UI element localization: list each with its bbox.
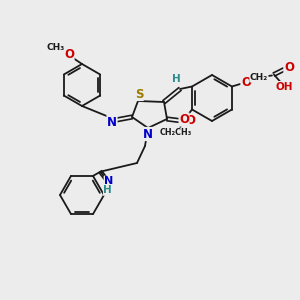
Text: N: N bbox=[107, 116, 117, 128]
Text: O: O bbox=[64, 49, 74, 62]
Text: H: H bbox=[103, 185, 112, 195]
Text: H: H bbox=[172, 74, 180, 84]
Text: CH₃: CH₃ bbox=[47, 44, 65, 52]
Text: CH₂CH₃: CH₂CH₃ bbox=[160, 128, 192, 137]
Text: O: O bbox=[179, 113, 189, 126]
Text: CH₂: CH₂ bbox=[250, 73, 268, 82]
Text: methoxy: methoxy bbox=[55, 47, 61, 49]
Text: N: N bbox=[143, 128, 153, 140]
Text: N: N bbox=[104, 176, 113, 186]
Text: O: O bbox=[241, 76, 251, 89]
Text: O: O bbox=[284, 61, 294, 74]
Text: S: S bbox=[135, 88, 143, 100]
Text: OH: OH bbox=[275, 82, 293, 92]
Text: O: O bbox=[185, 115, 195, 128]
